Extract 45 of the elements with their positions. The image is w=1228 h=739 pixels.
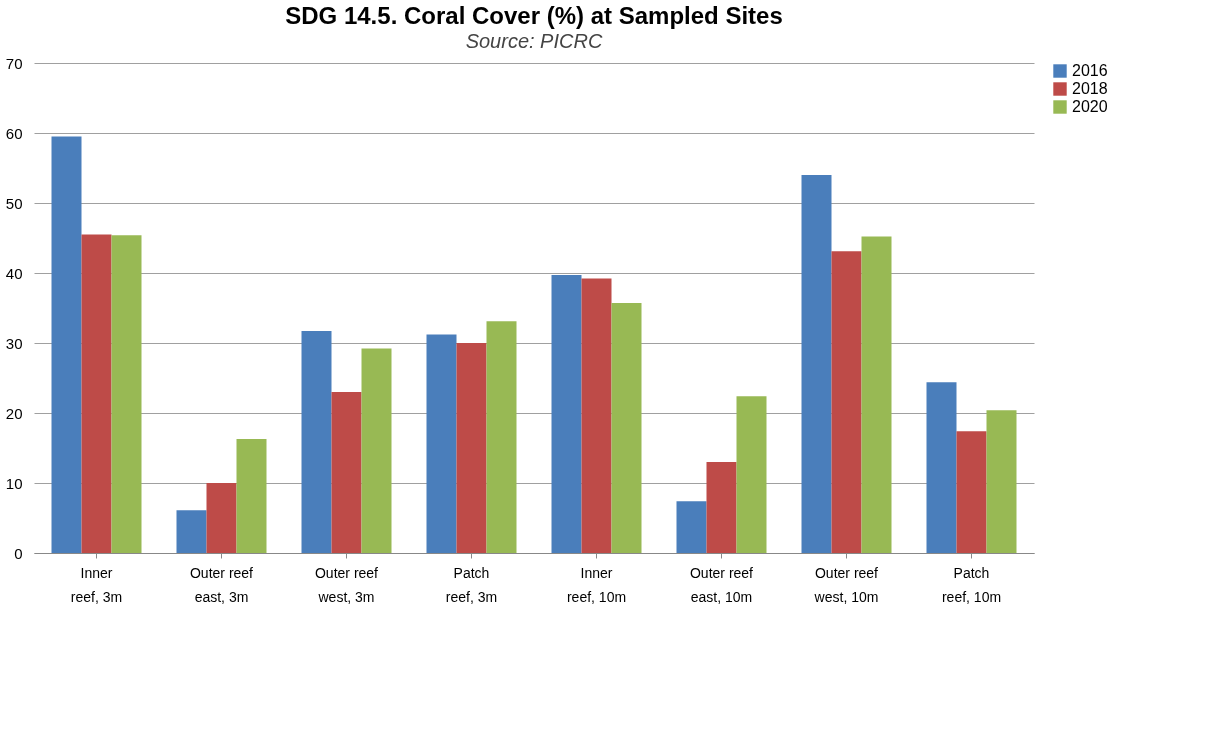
x-tick-label: Outer reef west, 3m [314,564,379,605]
bar [301,331,332,553]
x-tick-label: Inner reef, 10m [566,564,627,605]
chart-subtitle: Source: PICRC [465,30,603,52]
bar [956,431,987,553]
bar [801,175,832,553]
bar [176,510,207,553]
x-tick-label: Patch reef, 3m [445,564,498,605]
bar [581,278,612,553]
legend-label: 2016 [1072,62,1108,79]
bar [361,348,392,553]
x-tick-label: Outer reef east, 10m [689,564,754,605]
bar [81,234,112,553]
bar [611,303,642,553]
legend-label: 2020 [1072,98,1108,115]
chart-title: SDG 14.5. Coral Cover (%) at Sampled Sites [285,2,783,29]
bar [236,438,267,553]
bar [456,343,487,553]
y-tick-label: 50 [5,194,23,212]
bar [831,251,862,553]
y-tick-label: 60 [5,124,23,142]
x-tick-label: Outer reef west, 10m [813,564,879,605]
bar [676,501,707,553]
bar [51,136,82,553]
x-tick-label: Outer reef east, 3m [189,564,254,605]
bar [736,396,767,553]
bar [331,392,362,553]
bar [426,334,457,553]
legend-label: 2018 [1072,80,1108,97]
y-tick-label: 20 [5,404,23,422]
x-tick-label: Inner reef, 3m [70,564,123,605]
bar [986,410,1017,553]
bar [706,462,737,553]
y-tick-label: 30 [5,334,23,352]
bar [861,236,892,553]
y-tick-label: 40 [5,264,23,282]
bar [206,483,237,553]
y-tick-label: 70 [5,54,23,72]
y-tick-label: 0 [14,544,23,562]
x-tick-label: Patch reef, 10m [941,564,1002,605]
bar [486,321,517,553]
bar [926,382,957,553]
bar [551,275,582,553]
y-tick-label: 10 [5,474,23,492]
bar [111,235,142,553]
